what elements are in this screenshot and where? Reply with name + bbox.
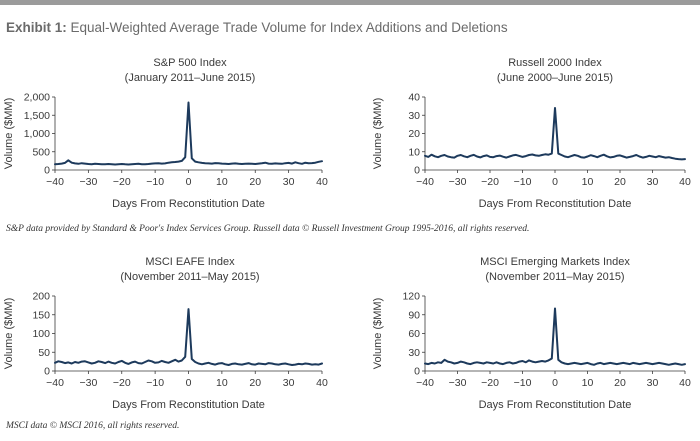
x-tick-label: −40 bbox=[416, 176, 434, 188]
y-tick-label: 0 bbox=[44, 165, 50, 177]
x-tick-label: −30 bbox=[449, 377, 467, 389]
y-axis-title: Volume ($MM) bbox=[3, 98, 15, 170]
x-tick-label: 30 bbox=[647, 176, 659, 188]
source-note-bottom: MSCI data © MSCI 2016, all rights reserv… bbox=[6, 421, 180, 431]
chart-title: Russell 2000 Index bbox=[508, 57, 602, 69]
x-tick-label: 40 bbox=[679, 377, 691, 389]
y-tick-label: 120 bbox=[402, 291, 420, 303]
x-tick-label: −10 bbox=[146, 377, 164, 389]
chart-title: MSCI EAFE Index bbox=[145, 256, 235, 268]
x-tick-label: −30 bbox=[449, 176, 467, 188]
chart-subtitle: (June 2000–June 2015) bbox=[497, 72, 613, 84]
x-tick-label: 30 bbox=[283, 176, 295, 188]
y-tick-label: 150 bbox=[32, 309, 50, 321]
y-tick-label: 500 bbox=[32, 146, 50, 158]
chart-panel-3: MSCI EAFE Index (November 2011–May 2015) 0… bbox=[3, 256, 328, 411]
x-tick-label: 10 bbox=[216, 377, 228, 389]
x-tick-label: −10 bbox=[514, 377, 532, 389]
series-line bbox=[54, 308, 323, 366]
y-tick-label: 20 bbox=[408, 128, 420, 140]
y-tick-label: 40 bbox=[408, 92, 420, 104]
y-tick-label: 10 bbox=[408, 146, 420, 158]
y-axis-title: Volume ($MM) bbox=[3, 298, 15, 370]
x-axis-title: Days From Reconstitution Date bbox=[112, 399, 265, 411]
x-tick-label: 0 bbox=[186, 377, 192, 389]
x-axis-title: Days From Reconstitution Date bbox=[479, 399, 632, 411]
x-tick-label: 20 bbox=[249, 377, 261, 389]
x-tick-label: 40 bbox=[679, 176, 691, 188]
chart-subtitle: (November 2011–May 2015) bbox=[120, 271, 259, 283]
y-tick-label: 1,500 bbox=[24, 110, 50, 122]
x-tick-label: −10 bbox=[146, 176, 164, 188]
x-tick-label: 20 bbox=[614, 377, 626, 389]
x-tick-label: 30 bbox=[647, 377, 659, 389]
x-tick-label: −30 bbox=[79, 176, 97, 188]
y-tick-label: 90 bbox=[408, 309, 420, 321]
x-tick-label: −40 bbox=[416, 377, 434, 389]
y-tick-label: 30 bbox=[408, 347, 420, 359]
x-tick-label: −20 bbox=[481, 176, 499, 188]
y-tick-label: 50 bbox=[38, 347, 50, 359]
x-tick-label: −40 bbox=[46, 176, 64, 188]
x-axis-title: Days From Reconstitution Date bbox=[479, 198, 632, 210]
x-tick-label: 0 bbox=[552, 377, 558, 389]
chart-panel-2: Russell 2000 Index (June 2000–June 2015) 0… bbox=[372, 57, 691, 210]
y-tick-label: 100 bbox=[32, 328, 50, 340]
exhibit-label: Exhibit 1: bbox=[6, 20, 67, 35]
x-tick-label: −10 bbox=[514, 176, 532, 188]
x-tick-label: −20 bbox=[113, 377, 131, 389]
y-tick-label: 200 bbox=[32, 291, 50, 303]
exhibit-title: Equal-Weighted Average Trade Volume for … bbox=[70, 20, 508, 35]
y-axis-title: Volume ($MM) bbox=[372, 98, 384, 170]
x-tick-label: 30 bbox=[283, 377, 295, 389]
series-line bbox=[54, 101, 323, 166]
chart-panel-1: S&P 500 Index (January 2011–June 2015) 0 50… bbox=[3, 57, 328, 210]
x-tick-label: 20 bbox=[249, 176, 261, 188]
chart-title: MSCI Emerging Markets Index bbox=[480, 256, 630, 268]
x-tick-label: 10 bbox=[216, 176, 228, 188]
x-tick-label: 10 bbox=[582, 377, 594, 389]
chart-subtitle: (January 2011–June 2015) bbox=[125, 72, 256, 84]
series-line bbox=[424, 307, 686, 366]
x-tick-label: 0 bbox=[552, 176, 558, 188]
x-axis-title: Days From Reconstitution Date bbox=[112, 198, 265, 210]
x-tick-label: 20 bbox=[614, 176, 626, 188]
y-axis-title: Volume ($MM) bbox=[372, 298, 384, 370]
x-tick-label: 40 bbox=[316, 176, 328, 188]
y-tick-label: 2,000 bbox=[24, 92, 50, 104]
y-tick-label: 0 bbox=[414, 165, 420, 177]
x-tick-label: −20 bbox=[481, 377, 499, 389]
x-tick-label: −30 bbox=[79, 377, 97, 389]
chart-panel-4: MSCI Emerging Markets Index (November 201… bbox=[372, 256, 691, 411]
x-tick-label: 0 bbox=[186, 176, 192, 188]
x-tick-label: −20 bbox=[113, 176, 131, 188]
y-tick-label: 1,000 bbox=[24, 128, 50, 140]
chart-title: S&P 500 Index bbox=[153, 57, 227, 69]
series-line bbox=[424, 107, 686, 161]
x-tick-label: 10 bbox=[582, 176, 594, 188]
header-bar bbox=[0, 0, 700, 5]
y-tick-label: 0 bbox=[414, 366, 420, 378]
y-tick-label: 60 bbox=[408, 328, 420, 340]
y-tick-label: 0 bbox=[44, 366, 50, 378]
chart-subtitle: (November 2011–May 2015) bbox=[485, 271, 624, 283]
source-note-top: S&P data provided by Standard & Poor's I… bbox=[6, 224, 530, 234]
exhibit-heading: Exhibit 1: Equal-Weighted Average Trade … bbox=[6, 20, 508, 35]
x-tick-label: 40 bbox=[316, 377, 328, 389]
x-tick-label: −40 bbox=[46, 377, 64, 389]
y-tick-label: 30 bbox=[408, 110, 420, 122]
